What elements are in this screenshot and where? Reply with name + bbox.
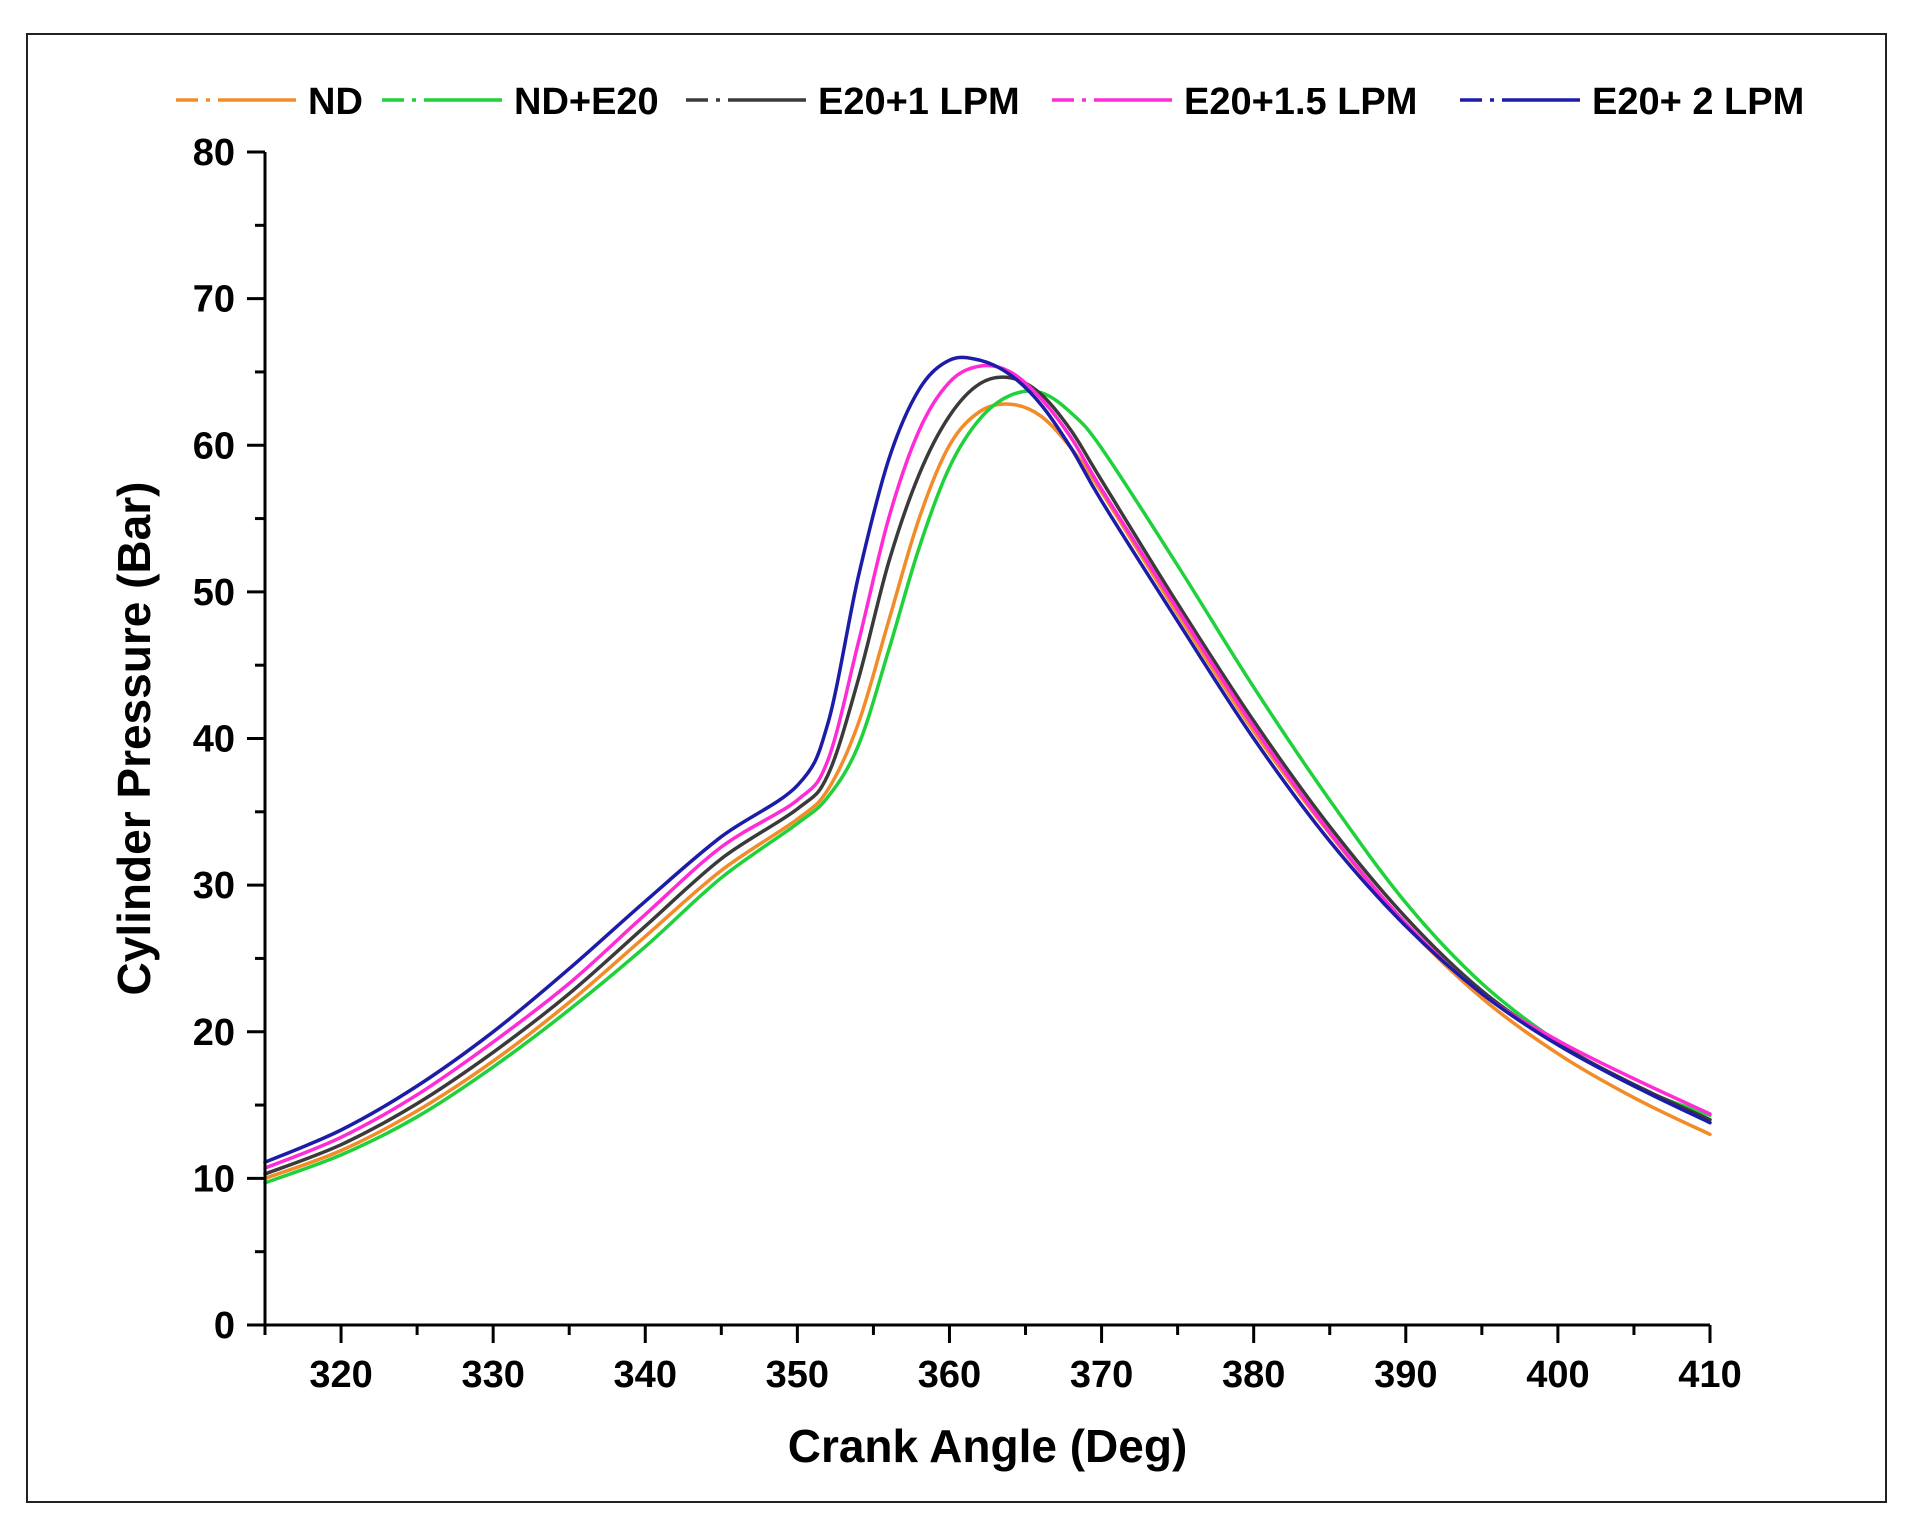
- axes: [263, 152, 1710, 1327]
- legend-label: E20+1 LPM: [818, 81, 1020, 123]
- y-axis-title: Cylinder Pressure (Bar): [108, 482, 160, 996]
- y-tick-label: 20: [193, 1012, 235, 1054]
- series-layer: [263, 355, 1712, 1185]
- legend-label: E20+1.5 LPM: [1184, 81, 1417, 123]
- x-tick-label: 390: [1374, 1354, 1437, 1396]
- y-tick-label: 40: [193, 719, 235, 761]
- legend-item: E20+1 LPM: [686, 81, 1020, 123]
- legend: ND ND+E20 E20+1 LPM E20+1.5 LPM E20+ 2 LPM: [176, 81, 1804, 123]
- figure-frame: [26, 33, 1887, 1503]
- y-tick-label: 50: [193, 572, 235, 614]
- y-tick-label: 80: [193, 132, 235, 174]
- x-tick-label: 400: [1526, 1354, 1589, 1396]
- x-tick-label: 340: [614, 1354, 677, 1396]
- x-tick-label: 350: [766, 1354, 829, 1396]
- legend-label: ND+E20: [514, 81, 659, 123]
- y-tick-label: 10: [193, 1158, 235, 1200]
- legend-item: ND: [176, 81, 363, 123]
- series-line-4: [263, 355, 1712, 1164]
- y-tick-label: 30: [193, 865, 235, 907]
- x-axis-title: Crank Angle (Deg): [788, 1420, 1188, 1472]
- y-tick-label: 0: [214, 1305, 235, 1347]
- legend-label: E20+ 2 LPM: [1592, 81, 1804, 123]
- y-tick-label: 70: [193, 279, 235, 321]
- series-line-2: [263, 375, 1712, 1176]
- series-line-3: [263, 363, 1712, 1170]
- x-ticks: 320 330 340 350 360 370 380 390 400 410: [263, 1325, 1742, 1396]
- legend-item: E20+1.5 LPM: [1052, 81, 1417, 123]
- legend-label: ND: [308, 81, 363, 123]
- x-tick-label: 410: [1678, 1354, 1741, 1396]
- legend-item: E20+ 2 LPM: [1460, 81, 1804, 123]
- series-line-1: [263, 389, 1712, 1185]
- x-tick-label: 360: [918, 1354, 981, 1396]
- x-tick-label: 320: [309, 1354, 372, 1396]
- legend-item: ND+E20: [382, 81, 659, 123]
- y-ticks: 0 10 20 30 40 50 60 70 80: [193, 132, 265, 1347]
- x-tick-label: 370: [1070, 1354, 1133, 1396]
- y-tick-label: 60: [193, 425, 235, 467]
- x-tick-label: 330: [461, 1354, 524, 1396]
- x-tick-label: 380: [1222, 1354, 1285, 1396]
